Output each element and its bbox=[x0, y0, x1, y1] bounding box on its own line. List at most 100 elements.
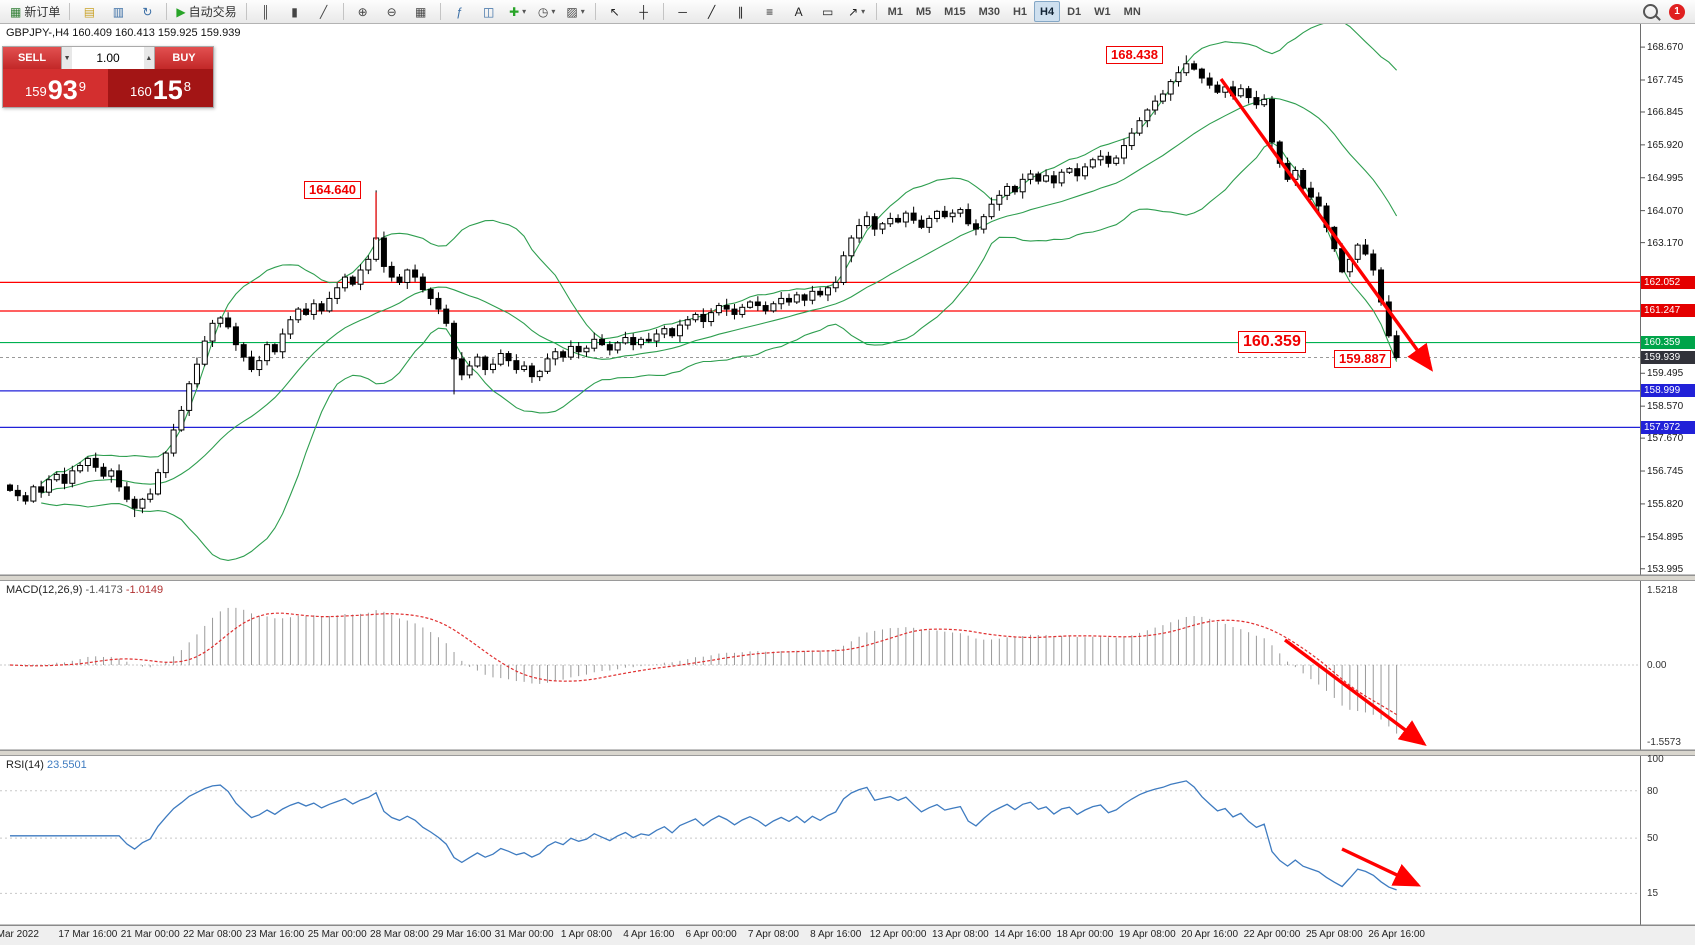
notification-badge[interactable]: 1 bbox=[1669, 3, 1685, 20]
buy-price-figure: 160 bbox=[130, 84, 152, 99]
chevron-down-icon: ▾ bbox=[861, 7, 866, 16]
trendline-icon: ╱ bbox=[707, 4, 716, 19]
timeframe-button-h1[interactable]: H1 bbox=[1012, 5, 1028, 18]
arrows-icon: ↗ bbox=[848, 4, 859, 19]
line-chart-icon: ╱ bbox=[319, 4, 328, 19]
profiles-icon: ▤ bbox=[83, 4, 96, 19]
volume-input[interactable] bbox=[72, 47, 144, 69]
buy-price-frac: 8 bbox=[183, 79, 191, 94]
profiles-button[interactable]: ▤ bbox=[75, 1, 103, 23]
new-order-icon: ▦ bbox=[10, 4, 22, 19]
timeframe-button-h4[interactable]: H4 bbox=[1034, 1, 1061, 22]
label-icon: ▭ bbox=[821, 4, 834, 19]
tile-windows-button[interactable]: ▦ bbox=[407, 1, 435, 23]
periods-icon: ◷ bbox=[537, 4, 549, 19]
bar-chart-button[interactable]: ║ bbox=[252, 1, 280, 23]
downtrend-arrow-main[interactable] bbox=[1219, 78, 1433, 372]
text-icon: A bbox=[794, 4, 803, 19]
fibonacci-icon: ≡ bbox=[766, 4, 774, 19]
zoom-in-button[interactable]: ⊕ bbox=[349, 1, 377, 23]
buy-button[interactable]: BUY bbox=[155, 47, 213, 69]
rsi-line bbox=[10, 780, 1397, 891]
indicator-windows-button[interactable]: ◫ bbox=[475, 1, 503, 23]
candlestick-chart-icon: ▮ bbox=[291, 4, 298, 19]
crosshair-icon: ┼ bbox=[639, 4, 648, 19]
sell-button[interactable]: SELL bbox=[3, 47, 61, 69]
timeframe-button-m30[interactable]: M30 bbox=[978, 5, 1000, 18]
toolbar-separator bbox=[245, 3, 247, 20]
fibonacci-button[interactable]: ≡ bbox=[756, 1, 784, 23]
buy-price-display[interactable]: 160 15 8 bbox=[108, 69, 213, 107]
sell-price-figure: 159 bbox=[25, 84, 47, 99]
toolbar-separator bbox=[69, 3, 71, 20]
zoom-in-icon: ⊕ bbox=[357, 4, 368, 19]
toolbar: ▦ 新订单 ▤ ▥ ↻ ▶ 自动交易 ║ ▮ ╱ ⊕ ⊖ ▦ ƒ ◫ ✚ ▾ ◷ ▾ ▨ ▾ ↖ ┼ ─ ╱ ∥ ≡ A ▭ ↗ ▾ M1 M5… bbox=[0, 0, 1695, 24]
label-button[interactable]: ▭ bbox=[814, 1, 842, 23]
zoom-out-icon: ⊖ bbox=[386, 4, 397, 19]
channel-button[interactable]: ∥ bbox=[727, 1, 755, 23]
toolbar-separator bbox=[662, 3, 664, 20]
candlestick-series bbox=[7, 55, 1400, 518]
timeframe-button-w1[interactable]: W1 bbox=[1094, 5, 1111, 18]
tile-windows-icon: ▦ bbox=[414, 4, 427, 19]
periods-button[interactable]: ◷ ▾ bbox=[533, 1, 561, 23]
candlestick-chart-button[interactable]: ▮ bbox=[281, 1, 309, 23]
zoom-out-button[interactable]: ⊖ bbox=[378, 1, 406, 23]
toolbar-separator bbox=[342, 3, 344, 20]
search-icon[interactable] bbox=[1643, 4, 1658, 19]
templates-button[interactable]: ▨ ▾ bbox=[562, 1, 590, 23]
crosshair-button[interactable]: ┼ bbox=[630, 1, 658, 23]
chevron-down-icon: ▾ bbox=[522, 7, 527, 16]
new-order-button[interactable]: ▦ 新订单 bbox=[6, 1, 64, 23]
time-scale[interactable] bbox=[0, 925, 1695, 945]
templates-icon: ▨ bbox=[566, 4, 578, 19]
add-indicator-icon: ✚ bbox=[509, 4, 520, 19]
arrows-button[interactable]: ↗ ▾ bbox=[843, 1, 871, 23]
rsi-panel[interactable] bbox=[0, 756, 1640, 925]
indicators-icon: ƒ bbox=[456, 4, 463, 19]
autotrading-button[interactable]: ▶ 自动交易 bbox=[172, 1, 240, 23]
toolbar-separator bbox=[166, 3, 168, 20]
downtrend-arrow-rsi[interactable] bbox=[1341, 847, 1422, 887]
text-button[interactable]: A bbox=[785, 1, 813, 23]
price-scale[interactable] bbox=[1640, 24, 1695, 925]
refresh-button[interactable]: ↻ bbox=[133, 1, 161, 23]
autotrading-icon: ▶ bbox=[176, 4, 186, 19]
buy-price-pips: 15 bbox=[152, 75, 183, 105]
market-watch-button[interactable]: ▥ bbox=[104, 1, 132, 23]
indicators-button[interactable]: ƒ bbox=[446, 1, 474, 23]
timeframe-button-m5[interactable]: M5 bbox=[915, 5, 932, 18]
sell-price-display[interactable]: 159 93 9 bbox=[3, 69, 108, 107]
sell-price-pips: 93 bbox=[47, 75, 78, 105]
line-chart-button[interactable]: ╱ bbox=[310, 1, 338, 23]
toolbar-separator bbox=[594, 3, 596, 20]
bollinger-lower-line bbox=[41, 141, 1398, 561]
macd-signal-line bbox=[9, 612, 1397, 716]
volume-increase-button[interactable]: ▲ bbox=[143, 47, 154, 69]
sell-price-frac: 9 bbox=[78, 79, 86, 94]
horizontal-line-icon: ─ bbox=[678, 4, 687, 19]
horizontal-line-button[interactable]: ─ bbox=[669, 1, 697, 23]
downtrend-arrow-macd[interactable] bbox=[1283, 638, 1427, 747]
chevron-down-icon: ▾ bbox=[551, 7, 556, 16]
one-click-trade-panel: SELL ▼ ▲ BUY 159 93 9 160 15 8 bbox=[2, 46, 214, 108]
trendline-button[interactable]: ╱ bbox=[698, 1, 726, 23]
volume-decrease-button[interactable]: ▼ bbox=[62, 47, 73, 69]
bollinger-upper-line bbox=[40, 24, 1397, 484]
cursor-button[interactable]: ↖ bbox=[601, 1, 629, 23]
toolbar-separator bbox=[439, 3, 441, 20]
chevron-down-icon: ▾ bbox=[580, 7, 585, 16]
timeframe-button-m1[interactable]: M1 bbox=[887, 5, 903, 18]
timeframe-button-m15[interactable]: M15 bbox=[944, 5, 966, 18]
cursor-icon: ↖ bbox=[609, 4, 620, 19]
toolbar-separator bbox=[875, 3, 877, 20]
autotrading-button-label: 自动交易 bbox=[188, 5, 237, 19]
refresh-icon: ↻ bbox=[142, 4, 153, 19]
timeframe-button-mn[interactable]: MN bbox=[1123, 5, 1141, 18]
timeframe-button-d1[interactable]: D1 bbox=[1067, 5, 1082, 18]
bar-chart-icon: ║ bbox=[261, 4, 270, 19]
add-indicator-button[interactable]: ✚ ▾ bbox=[504, 1, 532, 23]
main-chart-panel[interactable] bbox=[0, 24, 1640, 575]
